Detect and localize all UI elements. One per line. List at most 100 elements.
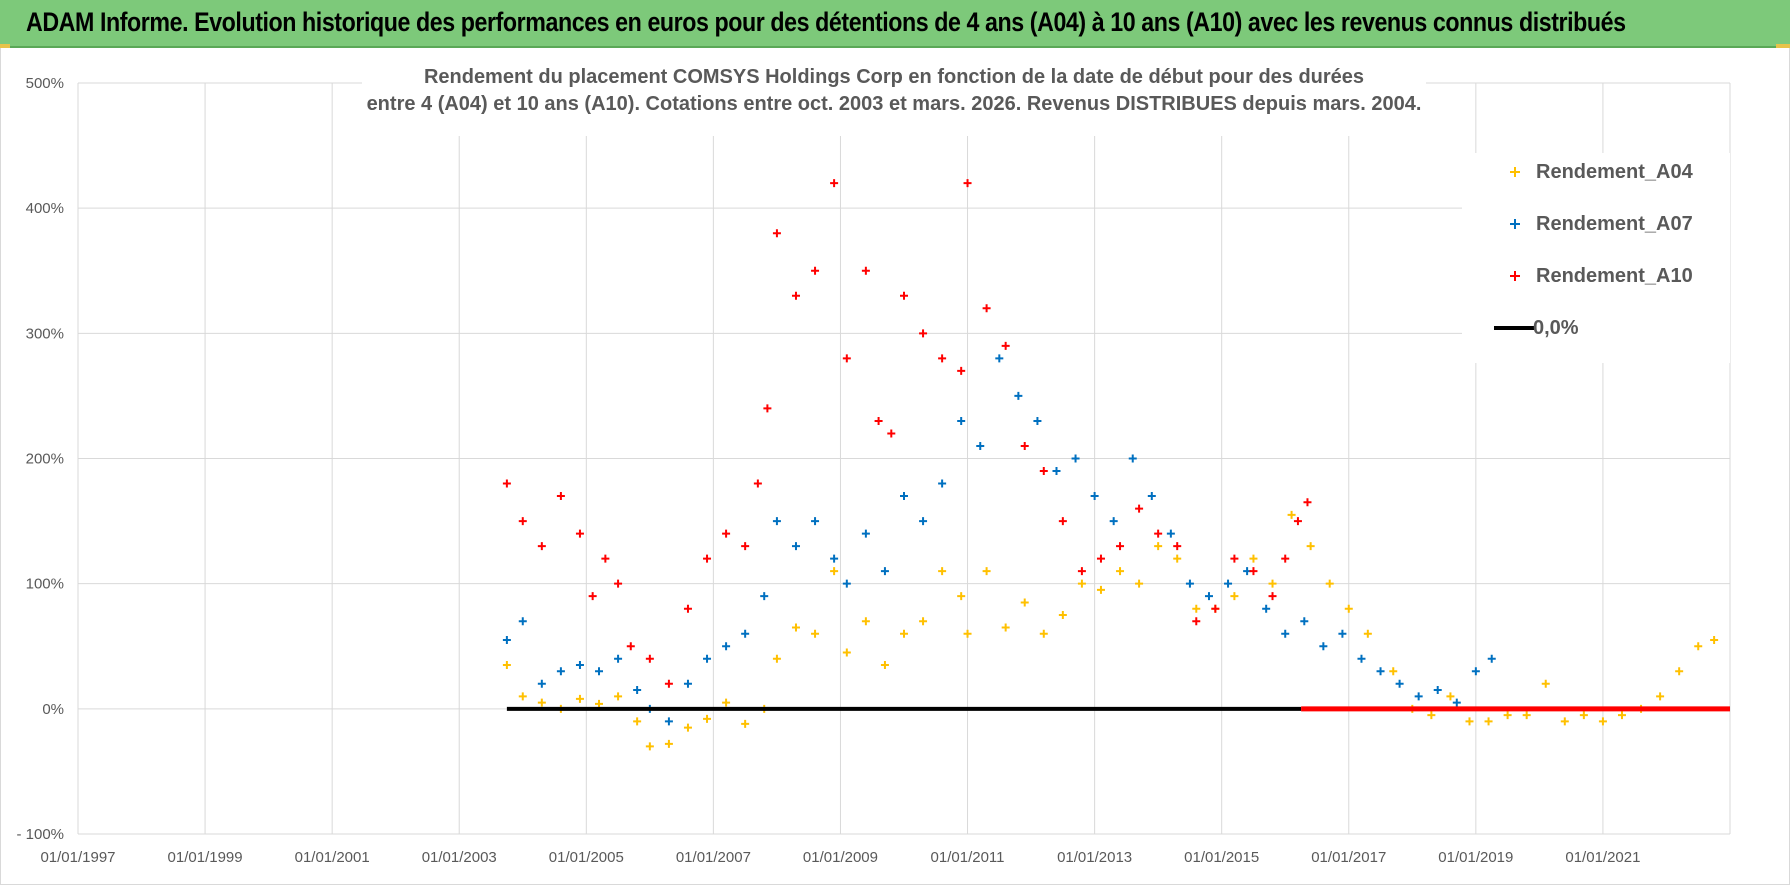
y-tick-label: 100% xyxy=(26,576,64,593)
data-point xyxy=(1598,717,1607,726)
data-point xyxy=(1414,692,1423,701)
data-point xyxy=(722,698,731,707)
legend-plus-marker xyxy=(1510,219,1520,229)
data-point xyxy=(1001,623,1010,632)
data-point xyxy=(722,642,731,651)
data-point xyxy=(1281,629,1290,638)
data-point xyxy=(1319,642,1328,651)
data-point xyxy=(502,635,511,644)
data-point xyxy=(588,592,597,601)
data-point xyxy=(683,679,692,688)
data-point xyxy=(1166,529,1175,538)
data-point xyxy=(1154,542,1163,551)
data-point xyxy=(963,629,972,638)
data-point xyxy=(1147,492,1156,501)
data-point xyxy=(614,579,623,588)
data-point xyxy=(1020,598,1029,607)
data-point xyxy=(1376,667,1385,676)
x-tick-label: 01/01/2005 xyxy=(549,849,624,866)
data-point xyxy=(645,654,654,663)
legend-label: Rendement_A07 xyxy=(1536,213,1693,235)
data-point xyxy=(1541,679,1550,688)
y-tick-label: 0% xyxy=(42,701,64,718)
data-point xyxy=(575,661,584,670)
data-point xyxy=(556,667,565,676)
data-point xyxy=(1116,567,1125,576)
data-point xyxy=(1281,554,1290,563)
data-point xyxy=(1268,579,1277,588)
y-tick-label: 400% xyxy=(26,200,64,217)
x-tick-label: 01/01/1997 xyxy=(40,849,115,866)
data-point xyxy=(982,567,991,576)
y-tick-label: 300% xyxy=(26,325,64,342)
data-point xyxy=(575,694,584,703)
data-point xyxy=(1192,617,1201,626)
x-tick-label: 01/01/2017 xyxy=(1311,849,1386,866)
data-point xyxy=(1096,585,1105,594)
data-point xyxy=(887,429,896,438)
data-point xyxy=(1014,391,1023,400)
data-point xyxy=(664,717,673,726)
data-point xyxy=(1465,717,1474,726)
data-point xyxy=(1052,467,1061,476)
data-point xyxy=(1325,579,1334,588)
data-point xyxy=(741,629,750,638)
data-point xyxy=(518,692,527,701)
data-point xyxy=(664,739,673,748)
data-point xyxy=(1135,504,1144,513)
data-point xyxy=(626,642,635,651)
data-point xyxy=(1020,441,1029,450)
data-point xyxy=(1173,542,1182,551)
data-point xyxy=(1192,604,1201,613)
chart-title-background xyxy=(362,58,1426,136)
banner-accent-right xyxy=(1776,44,1790,48)
y-tick-label: 500% xyxy=(26,75,64,92)
data-point xyxy=(633,717,642,726)
data-point xyxy=(703,654,712,663)
data-point xyxy=(957,366,966,375)
data-point xyxy=(900,291,908,300)
legend-label: Rendement_A10 xyxy=(1536,265,1693,287)
x-tick-label: 01/01/2013 xyxy=(1057,849,1132,866)
data-point xyxy=(502,661,511,670)
data-point xyxy=(1039,629,1048,638)
data-point xyxy=(1287,510,1296,519)
data-point xyxy=(1077,567,1086,576)
data-point xyxy=(830,179,839,188)
y-axis-tick-labels: 500% 400% 300% 200% 100% 0% - 100% xyxy=(16,75,64,843)
data-point xyxy=(1249,567,1258,576)
data-point xyxy=(842,648,851,657)
chart-title-line-1: Rendement du placement COMSYS Holdings C… xyxy=(424,66,1364,88)
data-point xyxy=(1262,604,1271,613)
data-point xyxy=(1096,554,1105,563)
data-point xyxy=(1338,629,1347,638)
x-tick-label: 01/01/2007 xyxy=(676,849,751,866)
data-point xyxy=(1230,592,1239,601)
chart-legend: Rendement_A04 Rendement_A07 Rendement_A10 0… xyxy=(1462,153,1730,363)
data-point xyxy=(861,529,870,538)
data-point xyxy=(1484,717,1493,726)
data-point xyxy=(741,542,750,551)
data-point xyxy=(880,567,889,576)
chart-data-points xyxy=(502,179,1730,751)
data-point xyxy=(861,617,870,626)
banner-accent-left xyxy=(0,44,10,48)
data-point xyxy=(763,404,772,413)
data-point xyxy=(791,623,800,632)
data-point xyxy=(1109,517,1118,526)
data-point xyxy=(595,699,604,708)
data-point xyxy=(664,679,673,688)
data-point xyxy=(1090,492,1099,501)
legend-plus-marker xyxy=(1510,271,1520,281)
data-point xyxy=(722,529,731,538)
data-point xyxy=(772,654,781,663)
data-point xyxy=(1579,711,1588,720)
data-point xyxy=(1487,654,1496,663)
x-tick-label: 01/01/2009 xyxy=(803,849,878,866)
data-point xyxy=(595,667,604,676)
data-point xyxy=(938,479,947,488)
data-point xyxy=(1224,579,1233,588)
legend-background xyxy=(1462,153,1730,363)
data-point xyxy=(1185,579,1194,588)
data-point xyxy=(537,679,546,688)
